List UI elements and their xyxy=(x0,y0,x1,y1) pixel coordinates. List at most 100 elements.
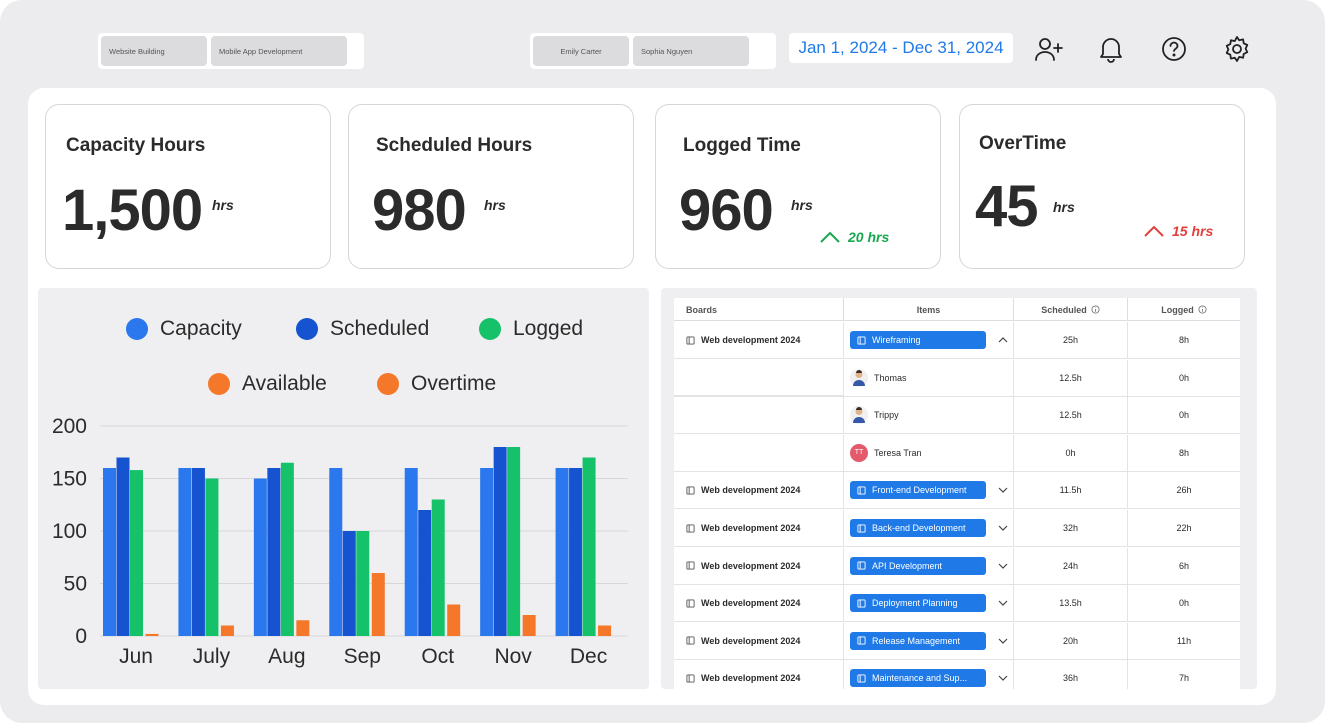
person-icon xyxy=(853,369,865,386)
bar-scheduled xyxy=(418,510,432,636)
board-cell: Web development 2024 xyxy=(674,472,844,509)
item-tag[interactable]: Wireframing xyxy=(850,331,986,349)
gear-icon[interactable] xyxy=(1222,34,1252,64)
chevron-up-icon[interactable] xyxy=(998,337,1008,343)
scheduled-cell: 12.5h xyxy=(1014,397,1128,434)
person-cell: Trippy xyxy=(844,397,1014,434)
legend-swatch xyxy=(126,318,148,340)
table-row[interactable]: Web development 2024 API Development 24h 6h xyxy=(674,547,1240,585)
item-icon xyxy=(857,674,866,683)
board-name: Web development 2024 xyxy=(701,560,801,571)
logged-cell: 11h xyxy=(1176,635,1192,646)
item-icon xyxy=(857,335,866,345)
item-tag[interactable]: Release Management xyxy=(850,631,986,650)
kpi-unit: hrs xyxy=(1053,199,1075,215)
table-row[interactable]: Thomas 12.5h 0h xyxy=(674,359,1240,397)
board-icon xyxy=(686,523,695,533)
board-icon xyxy=(686,636,695,645)
kpi-card-logged: Logged Time 960 hrs 20 hrs xyxy=(655,104,941,269)
scheduled-cell: 11.5h xyxy=(1014,472,1128,509)
x-tick-label: Dec xyxy=(570,645,607,668)
y-tick-label: 50 xyxy=(64,573,87,596)
item-icon xyxy=(857,523,866,533)
bar-overtime xyxy=(145,633,159,636)
kpi-unit: hrs xyxy=(791,197,813,213)
people-filter-group: Emily Carter Sophia Nguyen xyxy=(530,33,776,69)
table-row[interactable]: Web development 2024 Front-end Developmen… xyxy=(674,472,1240,510)
kpi-title: Capacity Hours xyxy=(66,135,206,156)
item-name: Deployment Planning xyxy=(872,598,958,609)
kpi-delta: 20 hrs xyxy=(820,229,889,245)
person-chip-sophia-nguyen[interactable]: Sophia Nguyen xyxy=(633,36,749,66)
x-tick-label: Nov xyxy=(494,645,532,668)
item-tag[interactable]: Maintenance and Sup... xyxy=(850,669,986,688)
chevron-down-icon[interactable] xyxy=(998,675,1008,682)
chevron-down-icon[interactable] xyxy=(998,525,1008,531)
kpi-value: 960 xyxy=(679,178,774,243)
kpi-card-capacity: Capacity Hours 1,500 hrs xyxy=(45,104,331,269)
info-icon[interactable] xyxy=(1198,305,1207,314)
legend-label: Overtime xyxy=(411,372,497,395)
table-row[interactable]: Trippy 12.5h 0h xyxy=(674,397,1240,435)
bar-scheduled xyxy=(116,457,130,636)
legend-swatch xyxy=(479,318,501,340)
item-tag[interactable]: API Development xyxy=(850,556,986,575)
item-tag[interactable]: Deployment Planning xyxy=(850,594,986,613)
board-cell-empty xyxy=(674,397,844,434)
add-user-icon[interactable] xyxy=(1034,34,1064,64)
table-row[interactable]: Web development 2024 Back-end Development… xyxy=(674,510,1240,547)
y-tick-label: 100 xyxy=(52,520,87,543)
board-cell: Web development 2024 xyxy=(674,322,844,358)
logged-cell: 6h xyxy=(1178,560,1189,571)
legend-label: Capacity xyxy=(160,317,242,340)
column-header-items[interactable]: Items xyxy=(844,298,1014,321)
column-header-label: Scheduled xyxy=(1041,304,1087,315)
bell-icon[interactable] xyxy=(1096,34,1126,64)
scheduled-cell: 12.5h xyxy=(1014,359,1128,396)
project-chip-mobile-app[interactable]: Mobile App Development xyxy=(211,36,347,66)
y-tick-label: 150 xyxy=(52,468,87,491)
person-name: Thomas xyxy=(874,372,907,383)
trend-up-icon xyxy=(1144,225,1164,237)
avatar xyxy=(850,368,868,387)
table-row[interactable]: Web development 2024 Deployment Planning 1… xyxy=(674,585,1240,623)
legend-label: Scheduled xyxy=(330,317,430,340)
logged-cell: 0h xyxy=(1178,598,1189,609)
bar-capacity xyxy=(555,468,569,636)
item-cell: Release Management xyxy=(844,622,1014,659)
person-chip-emily-carter[interactable]: Emily Carter xyxy=(533,36,629,66)
y-tick-label: 200 xyxy=(52,415,87,438)
scheduled-cell: 36h xyxy=(1014,660,1128,689)
item-name: Front-end Development xyxy=(872,485,967,496)
project-chip-website-building[interactable]: Website Building xyxy=(101,36,207,66)
scheduled-cell: 32h xyxy=(1014,510,1128,546)
bar-logged xyxy=(431,499,445,636)
info-icon[interactable] xyxy=(1091,305,1100,314)
table-row[interactable]: Web development 2024 Maintenance and Sup.… xyxy=(674,660,1240,689)
logged-cell: 8h xyxy=(1178,335,1189,345)
chevron-down-icon[interactable] xyxy=(998,638,1008,644)
kpi-delta-value: 15 hrs xyxy=(1172,223,1214,239)
logged-cell: 0h xyxy=(1178,372,1189,383)
column-header-scheduled[interactable]: Scheduled xyxy=(1014,298,1128,321)
board-name: Web development 2024 xyxy=(701,523,801,533)
table-row[interactable]: Web development 2024 Wireframing 25h 8h xyxy=(674,322,1240,359)
column-header-boards[interactable]: Boards xyxy=(674,298,844,321)
date-range-picker[interactable]: Jan 1, 2024 - Dec 31, 2024 xyxy=(789,33,1013,63)
legend-swatch xyxy=(208,373,230,395)
logged-cell: 26h xyxy=(1176,485,1192,496)
board-icon xyxy=(686,335,695,345)
legend-swatch xyxy=(296,318,318,340)
column-header-logged[interactable]: Logged xyxy=(1128,298,1240,321)
chevron-down-icon[interactable] xyxy=(998,600,1008,607)
chevron-down-icon[interactable] xyxy=(998,487,1008,494)
help-icon[interactable] xyxy=(1159,34,1189,64)
table-row[interactable]: TT Teresa Tran 0h 8h xyxy=(674,434,1240,472)
chevron-down-icon[interactable] xyxy=(998,563,1008,569)
table-row[interactable]: Web development 2024 Release Management 20… xyxy=(674,622,1240,660)
item-cell: API Development xyxy=(844,547,1014,584)
item-tag[interactable]: Front-end Development xyxy=(850,481,986,500)
board-cell: Web development 2024 xyxy=(674,510,844,546)
item-tag[interactable]: Back-end Development xyxy=(850,519,986,537)
